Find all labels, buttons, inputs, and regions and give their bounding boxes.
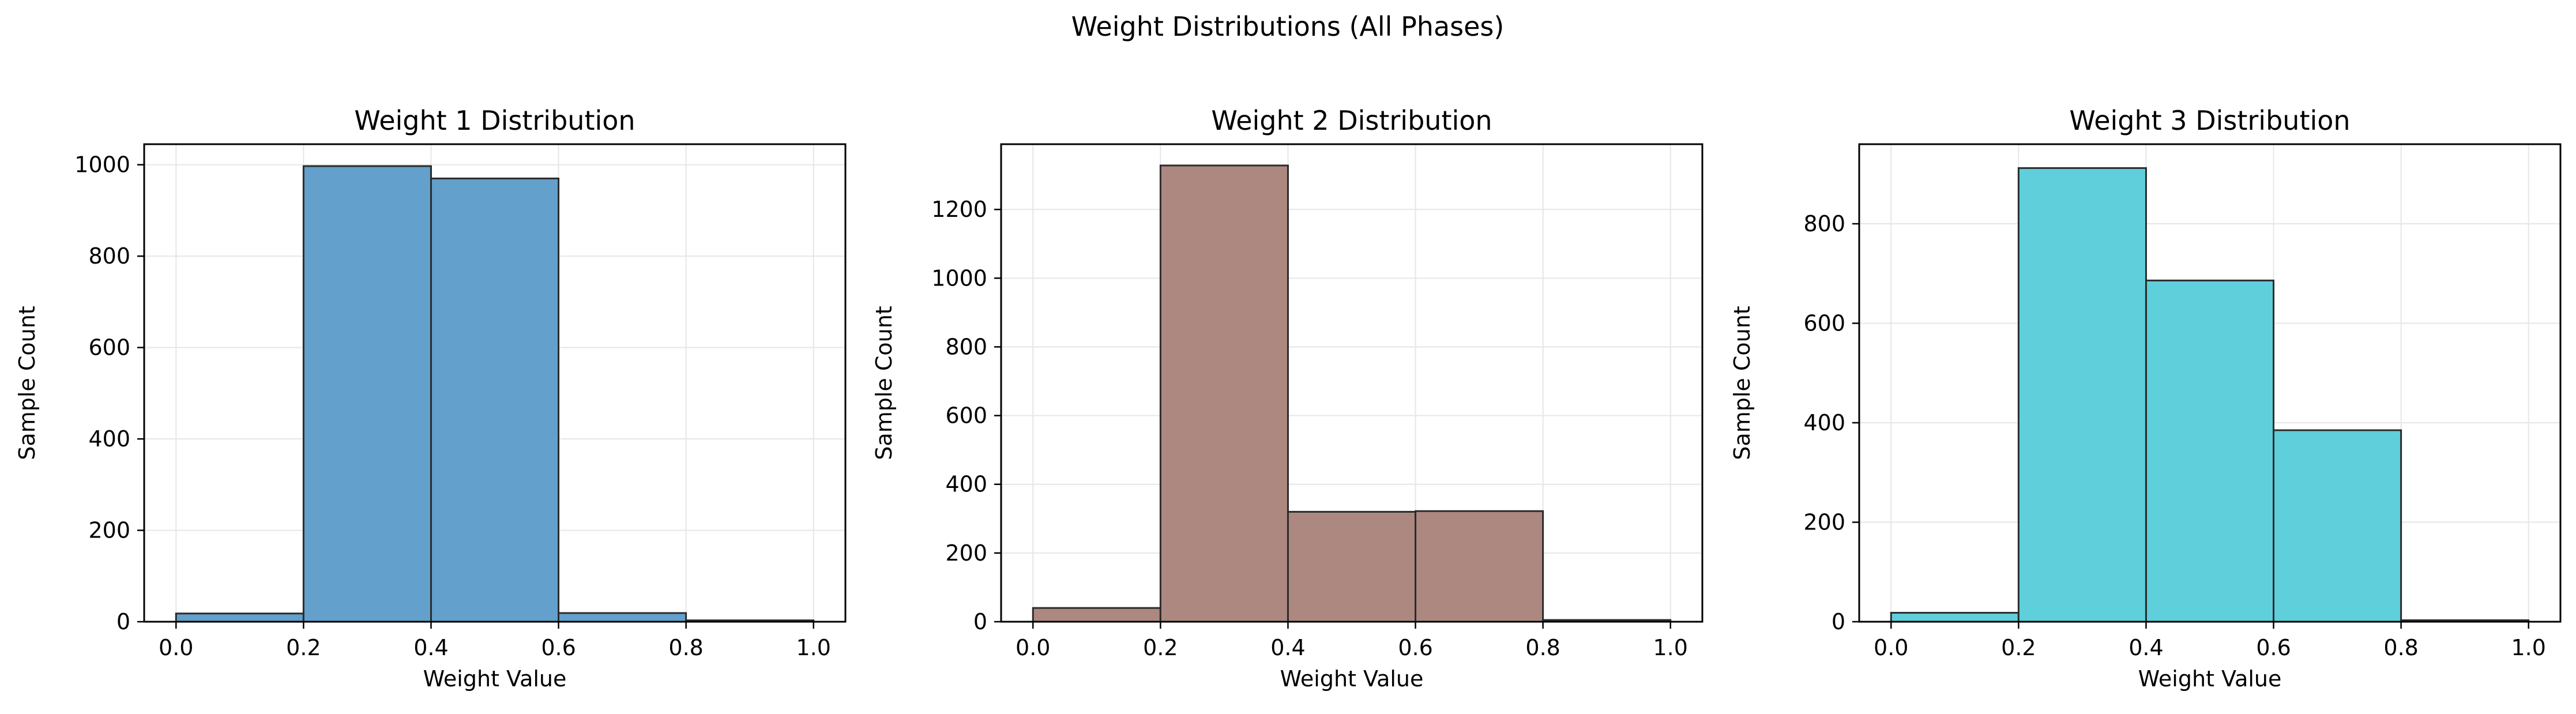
- figure-suptitle: Weight Distributions (All Phases): [1071, 11, 1505, 42]
- histogram-bar: [2145, 279, 2275, 623]
- x-tick-label: 0.8: [668, 635, 703, 660]
- y-tick-label: 0: [973, 609, 987, 634]
- x-tick-label: 0.6: [1398, 635, 1432, 660]
- x-axis-label: Weight Value: [1280, 666, 1424, 692]
- x-tick-label: 0.2: [1143, 635, 1178, 660]
- y-tick-label: 0: [116, 609, 130, 634]
- chart-title: Weight 1 Distribution: [354, 105, 635, 136]
- axes-frame: [143, 143, 847, 623]
- histogram-bar: [430, 177, 560, 623]
- chart-panel-2: 0.0 0.2 0.4 0.6 0.8 1.0 0 200 400 600 800 1000 1200 W…: [871, 105, 1703, 692]
- y-tick-label: 400: [1803, 410, 1845, 435]
- x-tick-label: 0.0: [1874, 635, 1908, 660]
- histogram-bar: [1287, 510, 1417, 623]
- x-tick-label: 1.0: [796, 635, 831, 660]
- y-tick-label: 200: [88, 518, 130, 543]
- x-tick-label: 0.6: [541, 635, 576, 660]
- y-tick-label: 600: [945, 403, 987, 429]
- x-axis-label: Weight Value: [2138, 666, 2282, 692]
- x-axis-label: Weight Value: [423, 666, 567, 692]
- histogram-bar: [175, 612, 304, 623]
- x-tick-label: 0.4: [2129, 635, 2163, 660]
- y-tick-label: 800: [1803, 211, 1845, 236]
- x-tick-label: 0.8: [1525, 635, 1560, 660]
- histogram-bar: [1032, 607, 1161, 623]
- histogram-bar: [302, 165, 432, 623]
- chart-panel-1: 0.0 0.2 0.4 0.6 0.8 1.0 0 200 400 600 800 1000 Weigh…: [14, 105, 847, 692]
- y-tick-label: 400: [945, 472, 987, 497]
- x-tick-label: 0.4: [413, 635, 448, 660]
- y-tick-label: 600: [88, 335, 130, 360]
- y-tick-label: 200: [945, 540, 987, 566]
- chart-panel-3: 0.0 0.2 0.4 0.6 0.8 1.0 0 200 400 600 800 Weight 3 …: [1729, 105, 2562, 692]
- y-axis-label: Sample Count: [871, 306, 897, 460]
- x-tick-label: 0.0: [1016, 635, 1050, 660]
- x-tick-label: 0.4: [1270, 635, 1305, 660]
- histogram-bar: [1890, 611, 2020, 623]
- x-tick-label: 0.6: [2256, 635, 2291, 660]
- y-tick-label: 1200: [931, 197, 987, 222]
- histogram-bar: [558, 612, 687, 623]
- axes-frame: [1000, 143, 1703, 623]
- x-tick-label: 0.0: [159, 635, 193, 660]
- y-tick-label: 400: [88, 426, 130, 452]
- axes-frame: [1858, 143, 2562, 623]
- x-tick-label: 0.2: [286, 635, 321, 660]
- histogram-bar: [2017, 167, 2147, 623]
- x-tick-label: 0.8: [2383, 635, 2418, 660]
- histogram-bar: [1415, 510, 1544, 623]
- y-tick-label: 0: [1832, 609, 1845, 634]
- x-tick-label: 1.0: [2511, 635, 2546, 660]
- y-tick-label: 1000: [931, 265, 987, 291]
- y-tick-label: 600: [1803, 311, 1845, 336]
- chart-title: Weight 3 Distribution: [2069, 105, 2350, 136]
- histogram-bar: [2273, 429, 2402, 623]
- x-tick-label: 0.2: [2001, 635, 2036, 660]
- y-tick-label: 800: [88, 243, 130, 269]
- x-tick-label: 1.0: [1653, 635, 1688, 660]
- y-tick-label: 200: [1803, 510, 1845, 535]
- chart-title: Weight 2 Distribution: [1211, 105, 1492, 136]
- y-tick-label: 800: [945, 334, 987, 359]
- y-axis-label: Sample Count: [1729, 306, 1755, 460]
- histogram-bar: [1159, 164, 1289, 623]
- y-tick-label: 1000: [74, 152, 130, 178]
- y-axis-label: Sample Count: [14, 306, 40, 460]
